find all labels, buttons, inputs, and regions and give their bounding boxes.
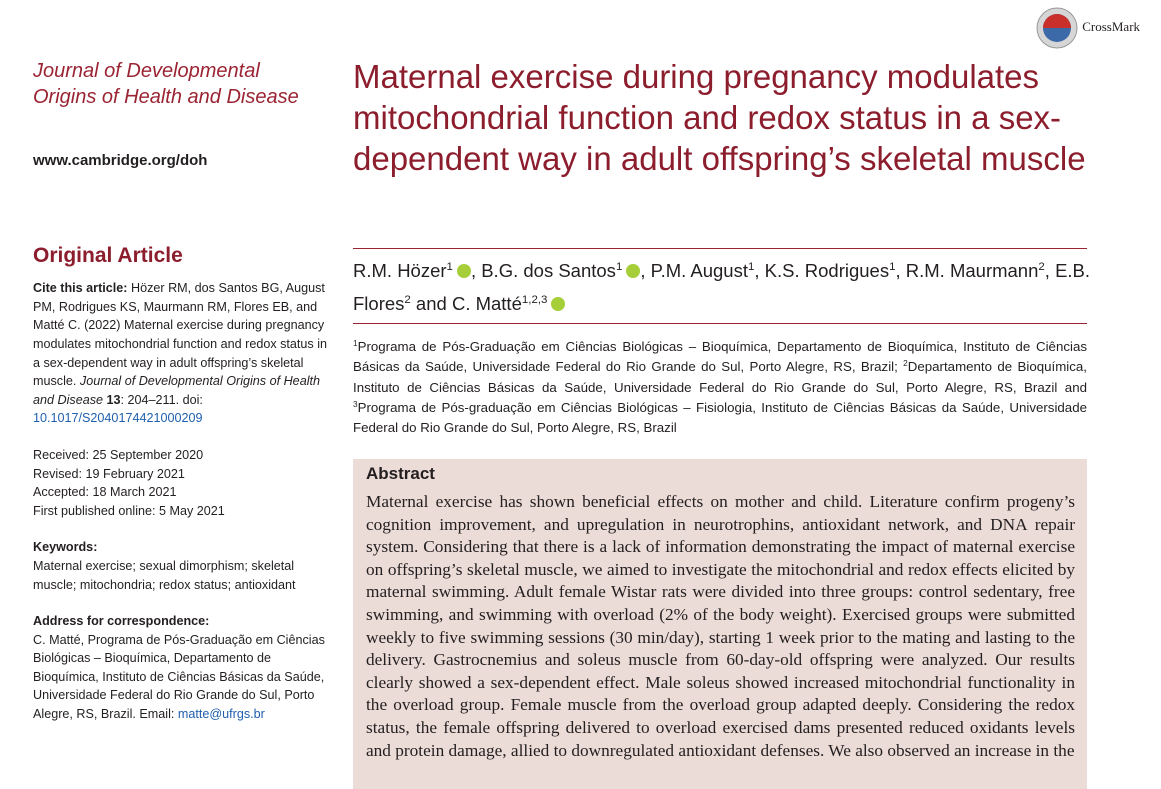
author-affil: 1,2,3 xyxy=(521,294,548,307)
author-name: P.M. August xyxy=(650,260,748,281)
citation: Cite this article: Hözer RM, dos Santos … xyxy=(33,279,328,428)
author-sep: , xyxy=(895,260,906,281)
author-affil: 2 xyxy=(404,294,411,307)
author-affil: 1 xyxy=(446,261,453,274)
date-line: Accepted: 18 March 2021 xyxy=(33,485,177,500)
rule xyxy=(353,323,1087,324)
affiliation-text: Programa de Pós-graduação em Ciências Bi… xyxy=(353,399,1087,436)
cite-label: Cite this article: xyxy=(33,281,128,296)
author-name: K.S. Rodrigues xyxy=(764,260,890,281)
orcid-icon[interactable] xyxy=(456,264,471,278)
dates: Received: 25 September 2020 Revised: 19 F… xyxy=(33,446,328,520)
author-name: B.G. dos Santos xyxy=(481,260,616,281)
rule xyxy=(353,248,1087,249)
author-sep: , xyxy=(1044,260,1056,281)
article-type: Original Article xyxy=(33,243,183,267)
orcid-icon[interactable] xyxy=(551,297,566,311)
author-name: R.M. Maurmann xyxy=(905,260,1039,281)
abstract-text: Maternal exercise has shown beneficial e… xyxy=(366,492,1075,760)
affiliation-number: 3 xyxy=(353,399,358,409)
author-affil: 1 xyxy=(747,261,755,274)
cite-doi[interactable]: 10.1017/S2040174421000209 xyxy=(33,411,203,426)
abstract-heading: Abstract xyxy=(366,464,435,483)
keywords-text: Maternal exercise; sexual dimorphism; sk… xyxy=(33,558,296,592)
cite-journal: Journal of Developmental Origins of Heal… xyxy=(33,374,320,407)
author-affil: 1 xyxy=(615,261,623,274)
author-affil: 1 xyxy=(889,261,896,274)
date-line: Received: 25 September 2020 xyxy=(33,447,204,462)
address-text: C. Matté, Programa de Pós-Graduação em C… xyxy=(33,632,325,722)
affiliation-number: 1 xyxy=(353,339,358,349)
sidebar: Journal of Developmental Origins of Heal… xyxy=(33,58,328,724)
author-sep: and xyxy=(410,293,452,314)
affiliation-text: Departamento de Bioquímica, Instituto de… xyxy=(353,359,1087,395)
article-title: Maternal exercise during pregnancy modul… xyxy=(353,58,1086,177)
author-sep: , xyxy=(640,260,651,281)
orcid-icon[interactable] xyxy=(626,264,641,278)
author-name: R.M. Hözer xyxy=(353,260,447,281)
author-affil: 2 xyxy=(1038,261,1045,274)
cite-text: Hözer RM, dos Santos BG, August PM, Rodr… xyxy=(33,281,328,389)
cite-volume: 13 xyxy=(106,392,121,407)
journal-url[interactable]: www.cambridge.org/doh xyxy=(33,152,208,169)
author-sep: , xyxy=(754,260,765,281)
date-line: Revised: 19 February 2021 xyxy=(33,466,185,481)
address: Address for correspondence: C. Matté, Pr… xyxy=(33,612,328,724)
author-sep: , xyxy=(470,260,482,281)
crossmark-label: CrossMark xyxy=(1082,18,1141,34)
address-label: Address for correspondence: xyxy=(33,614,210,629)
cite-pages: : 204–211. doi: xyxy=(120,392,203,407)
author-name: E.B. Flores xyxy=(353,260,1091,314)
abstract-box xyxy=(353,459,1087,789)
author-name: C. Matté xyxy=(451,293,522,314)
affiliation-text: Programa de Pós-Graduação em Ciências Bi… xyxy=(353,339,1087,375)
date-line: First published online: 5 May 2021 xyxy=(33,503,225,518)
journal-name: Journal of Developmental Origins of Heal… xyxy=(33,60,299,108)
crossmark[interactable]: CrossMark xyxy=(1035,6,1140,50)
authors: R.M. Hözer1, B.G. dos Santos1, P.M. Augu… xyxy=(353,254,1093,320)
keywords-label: Keywords: xyxy=(33,540,98,555)
affiliation-number: 2 xyxy=(903,359,908,369)
crossmark-icon xyxy=(1036,7,1078,49)
keywords: Keywords: Maternal exercise; sexual dimo… xyxy=(33,538,328,594)
address-email[interactable]: matte@ufrgs.br xyxy=(177,707,265,722)
affiliations: 1Programa de Pós-Graduação em Ciências B… xyxy=(353,337,1087,438)
